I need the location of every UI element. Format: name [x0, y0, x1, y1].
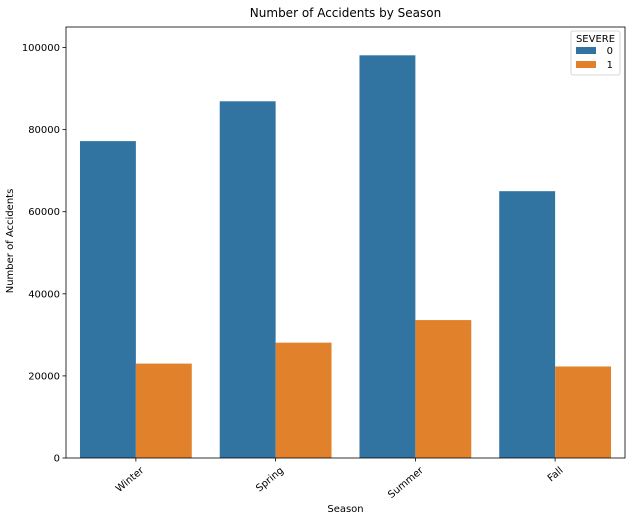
bar-fall-severe-0: [499, 191, 556, 458]
legend-swatch-severe-1: [576, 61, 596, 68]
plot-area: [79, 55, 612, 459]
x-tick-label: Fall: [546, 465, 566, 484]
y-axis-title: Number of Accidents: [5, 189, 16, 294]
y-axis: 0 20000 40000 60000 80000 100000: [22, 43, 66, 465]
x-axis: Winter Spring Summer Fall: [114, 458, 566, 501]
y-tick-label: 100000: [22, 43, 60, 54]
legend-title: SEVERE: [576, 34, 615, 45]
y-tick-label: 60000: [28, 207, 60, 218]
bar-winter-severe-0: [79, 141, 136, 459]
y-tick-label: 40000: [28, 289, 60, 300]
x-tick-label: Summer: [386, 465, 426, 501]
bar-summer-severe-0: [359, 55, 416, 459]
x-tick-label: Winter: [114, 465, 147, 495]
legend-label-severe-0: 0: [607, 46, 613, 57]
chart-title: Number of Accidents by Season: [250, 6, 441, 20]
y-tick-label: 0: [54, 454, 60, 465]
bar-summer-severe-1: [415, 320, 472, 458]
legend-swatch-severe-0: [576, 47, 596, 54]
bar-winter-severe-1: [135, 363, 192, 458]
bar-spring-severe-0: [219, 101, 276, 458]
bar-spring-severe-1: [275, 342, 332, 458]
legend-label-severe-1: 1: [607, 60, 613, 71]
y-tick-label: 80000: [28, 125, 60, 136]
bar-fall-severe-1: [555, 366, 612, 458]
y-tick-label: 20000: [28, 371, 60, 382]
x-tick-label: Spring: [254, 465, 286, 494]
plot-frame: [65, 26, 626, 459]
x-axis-title: Season: [327, 504, 363, 515]
